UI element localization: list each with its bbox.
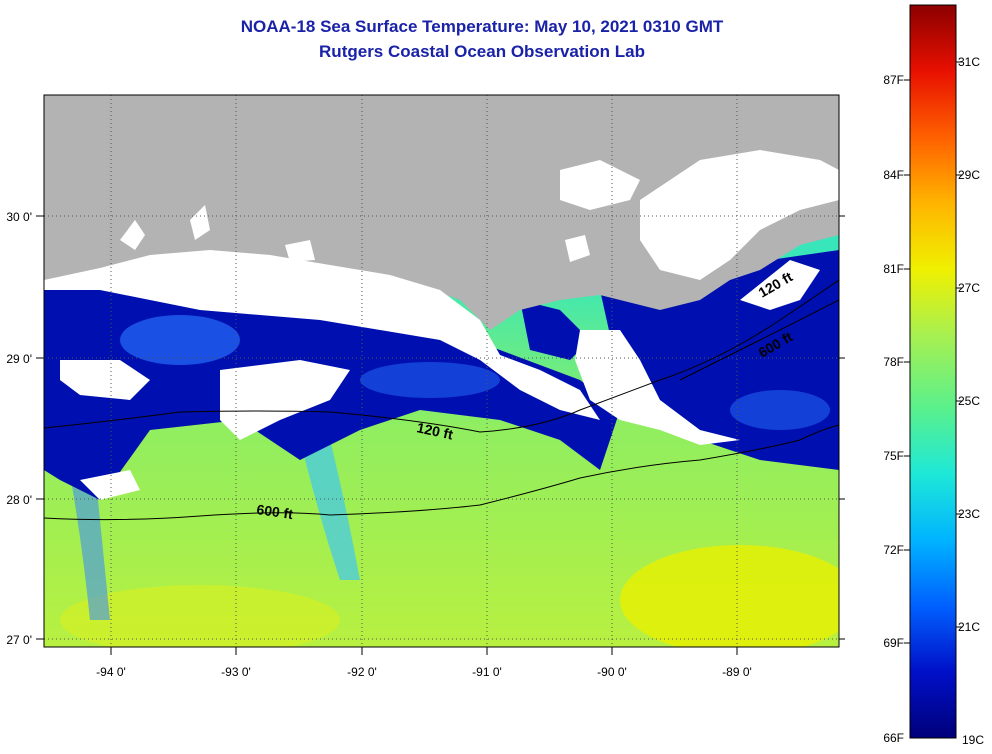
colorbar-c-label: 27C [958, 281, 980, 295]
colorbar-f-label: 69F [883, 636, 904, 650]
cloud-mask [60, 360, 150, 400]
cool-water-patch [360, 362, 500, 398]
lon-tick-label: -91 0' [472, 665, 502, 679]
colorbar-f-label: 81F [883, 262, 904, 276]
colorbar-f-label: 75F [883, 449, 904, 463]
lon-tick-label: -94 0' [96, 665, 126, 679]
land-area [44, 95, 839, 330]
cool-water-patch [730, 390, 830, 430]
colorbar-f-label: 78F [883, 355, 904, 369]
lon-tick-label: -89 0' [722, 665, 752, 679]
cloud-mask [80, 470, 140, 500]
colorbar-f-label: 84F [883, 168, 904, 182]
gridlines [44, 95, 839, 647]
cloud-mask [560, 160, 640, 210]
cloud-mask [285, 240, 315, 262]
cloud-mask [44, 250, 600, 420]
contour-label-600ft: 600 ft [256, 501, 295, 522]
contour-label-120ft: 120 ft [415, 419, 454, 442]
cloud-mask [640, 150, 839, 280]
colorbar-c-label: 21C [958, 620, 980, 634]
colorbar-c-label: 29C [958, 168, 980, 182]
lat-tick-label: 28 0' [6, 493, 32, 507]
lat-tick-label: 27 0' [6, 633, 32, 647]
contour-line-120ft [44, 279, 839, 433]
lon-tick-label: -92 0' [347, 665, 377, 679]
map-area: 120 ft 600 ft 120 ft 600 ft [44, 95, 839, 647]
colorbar-ticks [904, 61, 962, 644]
lat-tick-label: 30 0' [6, 210, 32, 224]
lat-tick-label: 29 0' [6, 352, 32, 366]
colorbar-f-label: 87F [883, 73, 904, 87]
cloud-mask [565, 235, 590, 262]
map-title: NOAA-18 Sea Surface Temperature: May 10,… [240, 17, 724, 36]
cool-water-streak [300, 440, 360, 580]
cloud-mask [120, 220, 145, 250]
cloud-mask [190, 205, 210, 240]
cloud-mask [220, 360, 350, 440]
cold-coastal-water [520, 300, 590, 360]
cloud-mask [575, 330, 740, 445]
colorbar-f-label: 72F [883, 543, 904, 557]
colorbar-c-label: 31C [958, 55, 980, 69]
warm-water-patch [620, 545, 839, 647]
cloud-mask [740, 260, 820, 310]
contour-line-600ft-east [679, 299, 839, 381]
map-subtitle: Rutgers Coastal Ocean Observation Lab [319, 42, 645, 61]
temperature-colorbar [909, 4, 957, 739]
warm-water-patch [60, 585, 340, 647]
colorbar-f-label: 66F [883, 731, 904, 745]
colorbar-c-label: 19C [962, 733, 984, 747]
colorbar-c-label: 23C [958, 507, 980, 521]
lon-tick-label: -93 0' [221, 665, 251, 679]
map-frame [43, 94, 840, 648]
colorbar-c-label: 25C [958, 394, 980, 408]
contour-line-600ft [44, 424, 839, 521]
axis-ticks [36, 215, 845, 655]
cool-water-patch [120, 315, 240, 365]
lon-tick-label: -90 0' [597, 665, 627, 679]
